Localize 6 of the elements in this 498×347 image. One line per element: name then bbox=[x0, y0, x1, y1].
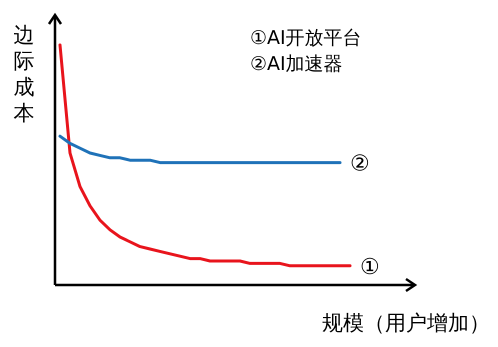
y-axis-title: 边际成本 bbox=[14, 23, 34, 125]
series-label: ② bbox=[350, 152, 370, 177]
annotation: ①AI开放平台 bbox=[250, 27, 362, 49]
annotation: ②AI加速器 bbox=[250, 53, 343, 75]
series-label: ① bbox=[360, 254, 380, 280]
x-axis-title: 规模（用户增加） bbox=[322, 311, 490, 335]
